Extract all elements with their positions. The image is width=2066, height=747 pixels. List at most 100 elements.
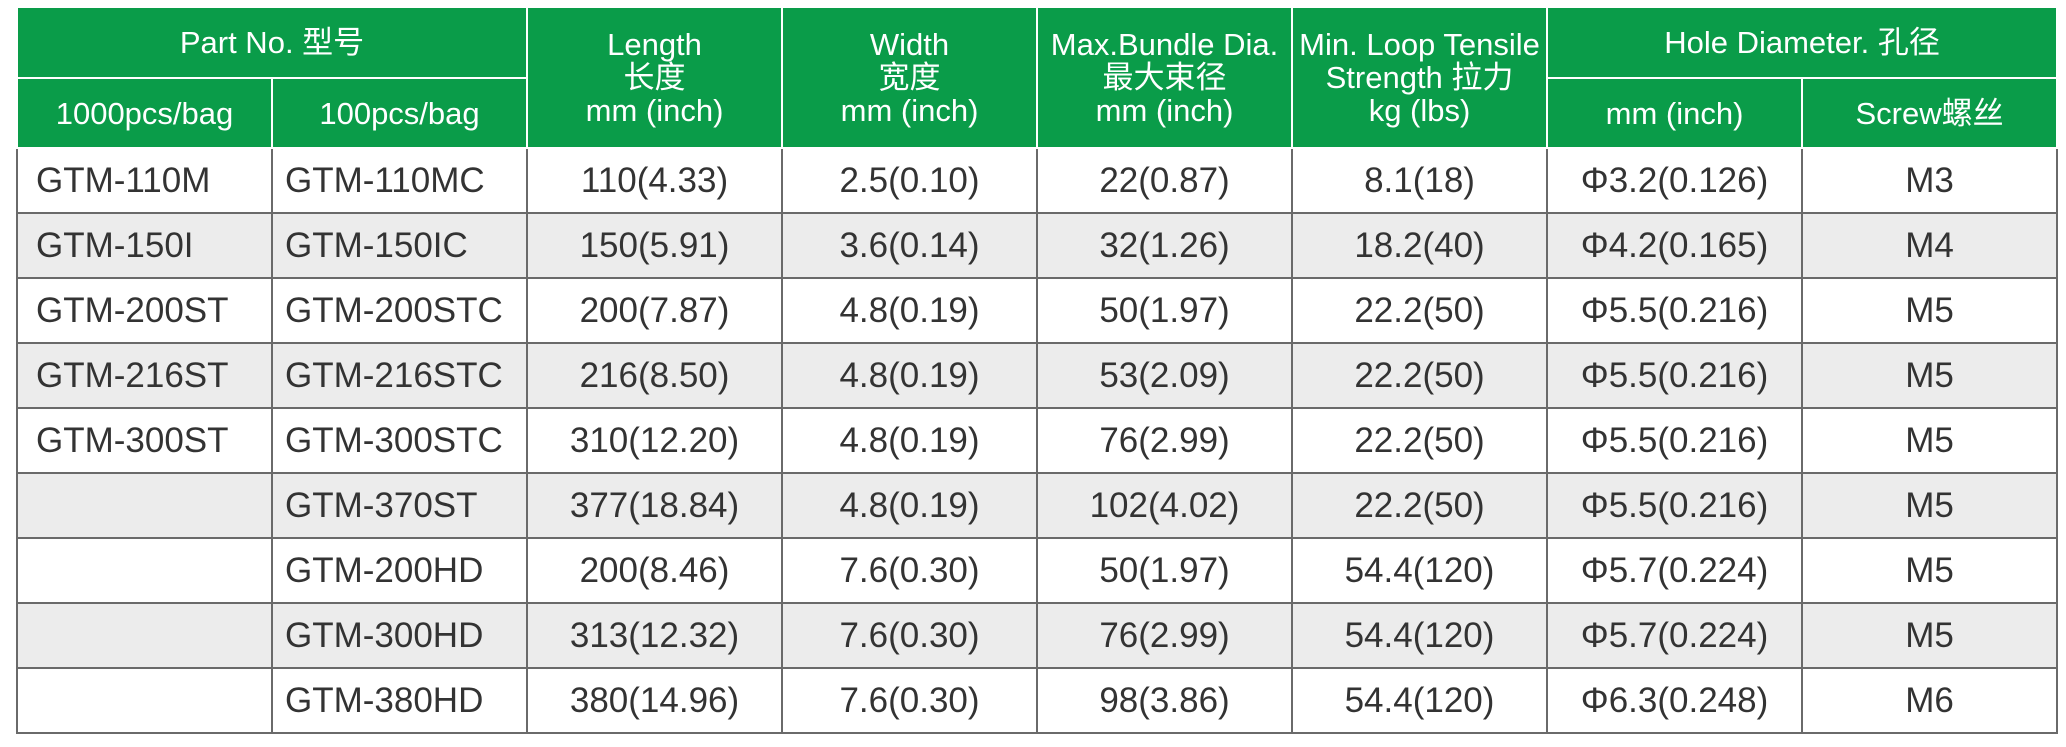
cell-width: 7.6(0.30) — [781, 602, 1039, 669]
cell-screw: M6 — [1801, 667, 2059, 734]
cell-part-no-100pcs: GTM-150IC — [270, 212, 529, 279]
cell-max-bundle-dia: 53(2.09) — [1036, 342, 1294, 409]
cell-length: 200(8.46) — [526, 537, 784, 604]
header-tensile-cn: Strength 拉力 — [1325, 60, 1514, 95]
header-max-bundle-dia: Max.Bundle Dia. 最大束径 mm (inch) — [1036, 6, 1294, 149]
cell-screw: M5 — [1801, 537, 2059, 604]
header-tensile-en: Min. Loop Tensile — [1299, 27, 1540, 62]
table-row: GTM-150I GTM-150IC 150(5.91) 3.6(0.14) 3… — [16, 212, 2059, 279]
cell-part-no-100pcs: GTM-380HD — [270, 667, 529, 734]
cell-max-bundle-dia: 76(2.99) — [1036, 602, 1294, 669]
cell-width: 7.6(0.30) — [781, 537, 1039, 604]
cell-screw: M3 — [1801, 147, 2059, 214]
table-header: Part No. 型号 Length 长度 mm (inch) Width 宽度… — [15, 6, 2059, 149]
table-row: GTM-200HD 200(8.46) 7.6(0.30) 50(1.97) 5… — [16, 537, 2059, 604]
cell-length: 216(8.50) — [526, 342, 784, 409]
cell-max-bundle-dia: 98(3.86) — [1036, 667, 1294, 734]
cell-hole-diameter: Φ5.5(0.216) — [1546, 277, 1804, 344]
cell-min-loop-tensile: 54.4(120) — [1291, 602, 1549, 669]
cell-max-bundle-dia: 102(4.02) — [1036, 472, 1294, 539]
cell-hole-diameter: Φ5.5(0.216) — [1546, 472, 1804, 539]
cell-part-no-100pcs: GTM-370ST — [270, 472, 529, 539]
cell-part-no-100pcs: GTM-110MC — [270, 147, 529, 214]
header-row-2: 1000pcs/bag 100pcs/bag mm (inch) Screw螺丝 — [16, 77, 2059, 149]
header-length-en: Length — [607, 27, 702, 62]
cell-width: 7.6(0.30) — [781, 667, 1039, 734]
cell-min-loop-tensile: 54.4(120) — [1291, 537, 1549, 604]
header-bundle-en: Max.Bundle Dia. — [1050, 27, 1279, 62]
header-pack-1000: 1000pcs/bag — [16, 77, 273, 149]
cell-min-loop-tensile: 8.1(18) — [1291, 147, 1549, 214]
cell-hole-diameter: Φ3.2(0.126) — [1546, 147, 1804, 214]
cell-min-loop-tensile: 22.2(50) — [1291, 407, 1549, 474]
cell-min-loop-tensile: 22.2(50) — [1291, 472, 1549, 539]
cell-hole-diameter: Φ5.7(0.224) — [1546, 602, 1804, 669]
cell-max-bundle-dia: 32(1.26) — [1036, 212, 1294, 279]
cell-hole-diameter: Φ5.5(0.216) — [1546, 407, 1804, 474]
header-width-unit: mm (inch) — [840, 93, 979, 128]
cell-hole-diameter: Φ5.5(0.216) — [1546, 342, 1804, 409]
cell-part-no-1000pcs: GTM-300ST — [16, 407, 273, 474]
cell-part-no-100pcs: GTM-200HD — [270, 537, 529, 604]
cell-length: 313(12.32) — [526, 602, 784, 669]
cell-part-no-100pcs: GTM-300HD — [270, 602, 529, 669]
cell-width: 4.8(0.19) — [781, 407, 1039, 474]
header-length: Length 长度 mm (inch) — [526, 6, 784, 149]
cell-part-no-1000pcs — [16, 667, 273, 734]
table-row: GTM-216ST GTM-216STC 216(8.50) 4.8(0.19)… — [16, 342, 2059, 409]
cell-screw: M5 — [1801, 472, 2059, 539]
table-row: GTM-380HD 380(14.96) 7.6(0.30) 98(3.86) … — [16, 667, 2059, 734]
cell-screw: M5 — [1801, 602, 2059, 669]
cell-min-loop-tensile: 18.2(40) — [1291, 212, 1549, 279]
spec-table: Part No. 型号 Length 长度 mm (inch) Width 宽度… — [15, 6, 2059, 734]
cell-max-bundle-dia: 22(0.87) — [1036, 147, 1294, 214]
table-row: GTM-300ST GTM-300STC 310(12.20) 4.8(0.19… — [16, 407, 2059, 474]
table-body: GTM-110M GTM-110MC 110(4.33) 2.5(0.10) 2… — [16, 147, 2059, 734]
cell-min-loop-tensile: 22.2(50) — [1291, 342, 1549, 409]
cell-width: 4.8(0.19) — [781, 277, 1039, 344]
cell-screw: M5 — [1801, 407, 2059, 474]
header-pack-100: 100pcs/bag — [270, 77, 529, 149]
cell-length: 377(18.84) — [526, 472, 784, 539]
header-part-no: Part No. 型号 — [15, 6, 529, 79]
cell-length: 150(5.91) — [526, 212, 784, 279]
header-length-cn: 长度 — [623, 60, 686, 95]
cell-width: 4.8(0.19) — [781, 472, 1039, 539]
table-row: GTM-110M GTM-110MC 110(4.33) 2.5(0.10) 2… — [16, 147, 2059, 214]
cell-max-bundle-dia: 50(1.97) — [1036, 537, 1294, 604]
header-length-unit: mm (inch) — [585, 93, 724, 128]
cell-part-no-1000pcs: GTM-110M — [16, 147, 273, 214]
cell-screw: M5 — [1801, 342, 2059, 409]
cell-max-bundle-dia: 76(2.99) — [1036, 407, 1294, 474]
cell-part-no-1000pcs: GTM-216ST — [16, 342, 273, 409]
header-bundle-unit: mm (inch) — [1095, 93, 1234, 128]
cell-hole-diameter: Φ5.7(0.224) — [1546, 537, 1804, 604]
cell-part-no-1000pcs — [16, 602, 273, 669]
header-row-1: Part No. 型号 Length 长度 mm (inch) Width 宽度… — [15, 6, 2059, 149]
cell-screw: M5 — [1801, 277, 2059, 344]
header-hole-mm: mm (inch) — [1546, 77, 1804, 149]
cell-part-no-1000pcs: GTM-150I — [16, 212, 273, 279]
cell-width: 3.6(0.14) — [781, 212, 1039, 279]
cell-width: 2.5(0.10) — [781, 147, 1039, 214]
header-tensile-unit: kg (lbs) — [1368, 93, 1471, 128]
cell-max-bundle-dia: 50(1.97) — [1036, 277, 1294, 344]
header-bundle-cn: 最大束径 — [1102, 60, 1227, 95]
table-row: GTM-300HD 313(12.32) 7.6(0.30) 76(2.99) … — [16, 602, 2059, 669]
table-row: GTM-200ST GTM-200STC 200(7.87) 4.8(0.19)… — [16, 277, 2059, 344]
header-width: Width 宽度 mm (inch) — [781, 6, 1039, 149]
cell-length: 380(14.96) — [526, 667, 784, 734]
header-min-loop-tensile: Min. Loop Tensile Strength 拉力 kg (lbs) — [1291, 6, 1549, 149]
cell-part-no-100pcs: GTM-200STC — [270, 277, 529, 344]
cell-length: 200(7.87) — [526, 277, 784, 344]
cell-hole-diameter: Φ6.3(0.248) — [1546, 667, 1804, 734]
cell-part-no-1000pcs: GTM-200ST — [16, 277, 273, 344]
cell-part-no-100pcs: GTM-300STC — [270, 407, 529, 474]
header-hole-diameter: Hole Diameter. 孔径 — [1546, 6, 2059, 79]
header-width-cn: 宽度 — [878, 60, 941, 95]
cell-part-no-1000pcs — [16, 472, 273, 539]
cell-min-loop-tensile: 22.2(50) — [1291, 277, 1549, 344]
cell-part-no-100pcs: GTM-216STC — [270, 342, 529, 409]
cell-width: 4.8(0.19) — [781, 342, 1039, 409]
header-width-en: Width — [869, 27, 950, 62]
